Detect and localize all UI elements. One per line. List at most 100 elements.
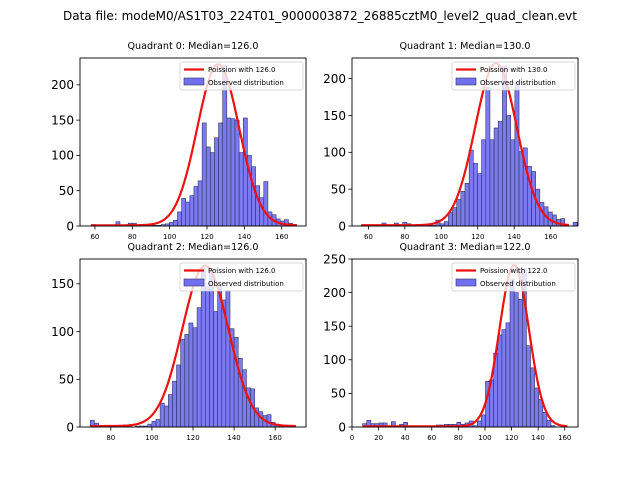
axes-frame xyxy=(351,258,579,428)
x-tick-label: 160 xyxy=(275,233,288,241)
histogram-bar xyxy=(168,394,173,428)
histogram-bar xyxy=(460,191,466,227)
legend: Poission with 130.0 Observed distribution xyxy=(451,61,576,91)
histogram-bar xyxy=(184,334,190,428)
histogram-bar xyxy=(251,166,256,227)
histogram-bar xyxy=(448,212,453,227)
histogram-bar xyxy=(201,122,207,227)
histogram-bar xyxy=(225,290,231,428)
histogram-bar xyxy=(163,405,169,428)
histogram-bar xyxy=(197,180,203,227)
histogram-bar xyxy=(546,419,552,428)
y-tick-label: 0 xyxy=(66,219,74,233)
histogram-bar xyxy=(443,221,449,227)
histogram-bar xyxy=(214,137,219,227)
y-tick-label: 100 xyxy=(51,149,74,163)
x-tick-label: 160 xyxy=(544,233,557,241)
y-tick-label: 150 xyxy=(51,277,74,291)
x-tick-label: 120 xyxy=(186,434,199,442)
figure-suptitle: Data file: modeM0/AS1T03_224T01_90000038… xyxy=(63,9,577,23)
subplot-quadrant-0: Quadrant 0: Median=126.0 0 50 100 150 200 60 8… xyxy=(51,41,307,241)
axes-frame xyxy=(351,57,579,227)
histogram-bar xyxy=(180,338,186,428)
legend-label: Observed distribution xyxy=(480,79,556,87)
histogram-bar xyxy=(526,345,531,428)
histogram-bar xyxy=(263,181,269,227)
histogram-bar xyxy=(242,117,248,227)
histogram-bar xyxy=(473,163,478,227)
legend-bar-swatch xyxy=(183,77,205,86)
y-tick-label: 50 xyxy=(59,373,74,387)
y-tick-label: 50 xyxy=(331,182,346,196)
histogram-bar xyxy=(213,311,218,428)
legend-label: Poission with 130.0 xyxy=(480,66,548,74)
subplot-quadrant-1: Quadrant 1: Median=130.0 0 50 100 150 200 60 8… xyxy=(323,41,579,241)
legend-box xyxy=(179,262,304,292)
legend-bar-swatch xyxy=(455,278,477,287)
legend-bar-swatch xyxy=(455,77,477,86)
x-tick-label: 40 xyxy=(401,434,410,442)
histogram-bar xyxy=(188,322,194,428)
x-tick-label: 20 xyxy=(374,434,383,442)
legend-box xyxy=(451,61,576,91)
x-tick-label: 80 xyxy=(128,233,137,241)
y-tick-label: 150 xyxy=(323,109,346,123)
legend-bar-swatch xyxy=(183,278,205,287)
x-tick-label: 160 xyxy=(558,434,571,442)
y-tick-label: 100 xyxy=(51,325,74,339)
subplot-quadrant-3: Quadrant 3: Median=122.0 050100150200250… xyxy=(323,242,579,442)
subplot-title: Quadrant 1: Median=130.0 xyxy=(399,41,530,52)
legend-label: Observed distribution xyxy=(480,280,556,288)
histogram-bar xyxy=(189,195,195,227)
histogram-bar xyxy=(185,201,191,227)
x-tick-label: 140 xyxy=(227,434,240,442)
x-tick-label: 120 xyxy=(505,434,518,442)
x-tick-label: 140 xyxy=(238,233,251,241)
histogram-bar xyxy=(172,380,177,428)
histogram-bar xyxy=(217,285,223,428)
y-tick-label: 200 xyxy=(323,286,346,300)
histogram-bar xyxy=(513,292,519,428)
histogram-bar xyxy=(518,151,524,227)
histogram-bar xyxy=(510,139,516,227)
histogram-bar xyxy=(517,299,523,428)
legend: Poission with 126.0 Observed distribution xyxy=(179,262,304,292)
y-tick-label: 0 xyxy=(338,420,346,434)
histogram-bar xyxy=(210,152,215,227)
axes-frame xyxy=(79,57,307,227)
x-tick-label: 100 xyxy=(435,233,448,241)
histogram-bar xyxy=(477,173,482,227)
histogram-bars xyxy=(362,268,556,428)
histogram-bar xyxy=(200,268,206,428)
histogram-bar xyxy=(209,268,214,428)
histogram-bar xyxy=(481,139,487,227)
x-tick-label: 80 xyxy=(400,233,409,241)
histogram-bar xyxy=(226,117,232,227)
histogram-bar xyxy=(196,307,202,428)
histogram-bar xyxy=(230,118,236,227)
histogram-bar xyxy=(193,186,199,227)
histogram-bar xyxy=(505,322,511,428)
x-tick-label: 60 xyxy=(90,233,99,241)
y-tick-label: 200 xyxy=(323,72,346,86)
y-tick-label: 150 xyxy=(51,113,74,127)
histogram-bar xyxy=(205,286,210,428)
y-tick-label: 100 xyxy=(323,353,346,367)
y-tick-label: 250 xyxy=(323,252,346,266)
legend: Poission with 126.0 Observed distribution xyxy=(179,61,304,91)
histogram-bar xyxy=(485,87,491,227)
histogram-bar xyxy=(530,367,535,428)
poisson-curve xyxy=(361,62,569,227)
histogram-bar xyxy=(542,411,548,428)
histogram-bar xyxy=(176,364,181,428)
y-tick-label: 150 xyxy=(323,320,346,334)
x-tick-label: 60 xyxy=(364,233,373,241)
histogram-bar xyxy=(155,419,161,428)
histogram-bar xyxy=(468,149,474,227)
legend-box xyxy=(179,61,304,91)
histogram-bar xyxy=(181,198,187,227)
x-tick-label: 140 xyxy=(531,434,544,442)
legend-label: Poission with 126.0 xyxy=(208,267,276,275)
x-tick-label: 100 xyxy=(163,233,176,241)
